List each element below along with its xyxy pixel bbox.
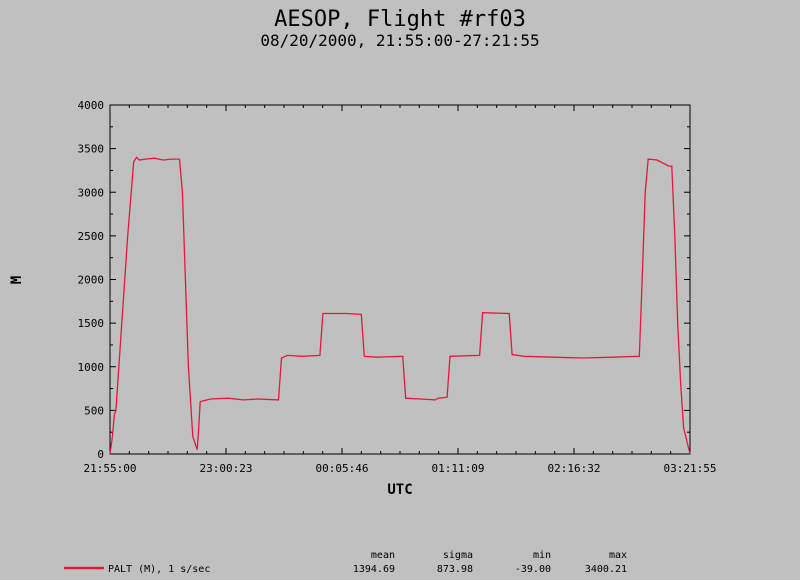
stats-value-mean: 1394.69 <box>353 564 395 575</box>
x-tick-label: 21:55:00 <box>84 462 137 475</box>
chart-title: AESOP, Flight #rf03 <box>274 7 526 32</box>
x-tick-label: 03:21:55 <box>664 462 717 475</box>
stats-value-sigma: 873.98 <box>437 564 473 575</box>
stats-header-min: min <box>533 550 551 561</box>
chart-subtitle: 08/20/2000, 21:55:00-27:21:55 <box>260 31 539 50</box>
x-axis: 21:55:00 23:00:23 00:05:46 01:11:09 02:16:32… <box>84 105 717 475</box>
y-tick-label: 3500 <box>78 143 105 156</box>
y-tick-label: 2500 <box>78 230 105 243</box>
plot-area <box>109 104 691 455</box>
y-tick-label: 3000 <box>78 186 105 199</box>
legend-label: PALT (M), 1 s/sec <box>108 564 210 575</box>
stats-header: mean sigma min max <box>371 550 627 561</box>
y-tick-label: 1500 <box>78 317 105 330</box>
x-tick-label: 02:16:32 <box>548 462 601 475</box>
stats-header-mean: mean <box>371 550 395 561</box>
x-axis-label: UTC <box>387 482 412 498</box>
legend: PALT (M), 1 s/sec 1394.69 873.98 -39.00 … <box>64 564 627 575</box>
stats-header-max: max <box>609 550 627 561</box>
series-line-palt <box>109 156 691 455</box>
y-tick-label: 2000 <box>78 274 105 287</box>
y-tick-label: 4000 <box>78 99 105 112</box>
y-tick-label: 500 <box>84 404 104 417</box>
y-axis-label: M <box>9 276 25 284</box>
x-tick-label: 23:00:23 <box>200 462 253 475</box>
x-tick-label: 01:11:09 <box>432 462 485 475</box>
stats-value-min: -39.00 <box>515 564 551 575</box>
y-tick-label: 0 <box>97 448 104 461</box>
y-axis: 0 500 1000 1500 2000 2500 3000 3500 4000 <box>78 99 690 461</box>
stats-header-sigma: sigma <box>443 550 473 561</box>
x-tick-label: 00:05:46 <box>316 462 369 475</box>
y-tick-label: 1000 <box>78 361 105 374</box>
stats-value-max: 3400.21 <box>585 564 627 575</box>
